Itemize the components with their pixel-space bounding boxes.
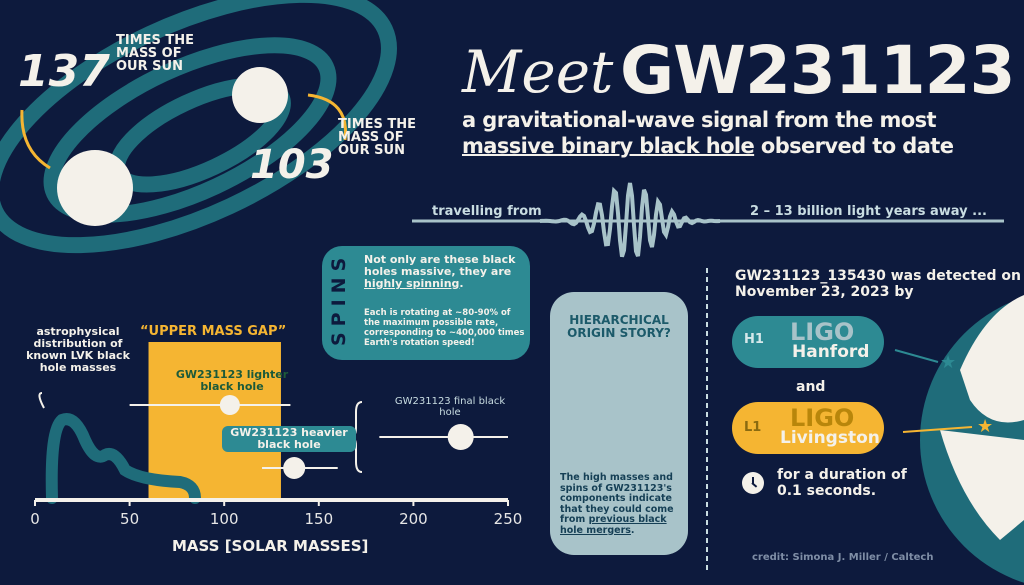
hanford-site: Hanford bbox=[792, 342, 870, 362]
final-label: GW231123 final black hole bbox=[394, 396, 506, 418]
duration-text: for a duration of 0.1 seconds. bbox=[777, 467, 907, 499]
livingston-ligo: LIGO bbox=[790, 404, 855, 432]
spins-detail: Each is rotating at ~80-90% of the maxim… bbox=[364, 308, 525, 348]
big-mass-text: TIMES THE MASS OF OUR SUN bbox=[116, 33, 195, 74]
heavier-black-hole-disc bbox=[57, 150, 133, 226]
travel-from: travelling from bbox=[432, 204, 542, 219]
spins-title: SPINS bbox=[328, 251, 350, 346]
mass-point bbox=[447, 424, 474, 450]
hanford-code: H1 bbox=[744, 332, 764, 347]
continent bbox=[940, 430, 1024, 540]
upper-mass-gap-band bbox=[148, 342, 281, 500]
hierarchical-title: HIERARCHICAL ORIGIN STORY? bbox=[567, 313, 671, 340]
x-tick-label: 0 bbox=[30, 510, 40, 528]
small-mass-text: TIMES THE MASS OF OUR SUN bbox=[338, 117, 417, 158]
title-event-name: GW231123 bbox=[620, 32, 1016, 109]
arrow-icon bbox=[38, 392, 45, 409]
arrow-icon bbox=[894, 349, 939, 363]
subtitle-rest: observed to date bbox=[760, 134, 954, 158]
hierarchical-card: HIERARCHICAL ORIGIN STORY? The high mass… bbox=[550, 292, 688, 555]
mass-point bbox=[283, 457, 306, 479]
waveform bbox=[539, 182, 721, 258]
travel-distance: 2 – 13 billion light years away ... bbox=[750, 204, 987, 219]
mass-point bbox=[219, 395, 240, 415]
distribution-label: astrophysical distribution of known LVK … bbox=[26, 325, 130, 374]
x-tick-label: 250 bbox=[493, 510, 523, 528]
and-text: and bbox=[796, 379, 826, 395]
subtitle-highlight: massive binary black hole bbox=[462, 134, 755, 158]
lighter-black-hole-disc bbox=[232, 67, 288, 123]
arrow-icon bbox=[307, 93, 348, 141]
spins-main-text: Not only are these black holes massive, … bbox=[364, 253, 516, 278]
x-tick-label: 150 bbox=[304, 510, 334, 528]
small-mass-number: 103 bbox=[250, 142, 334, 188]
livingston-site: Livingston bbox=[780, 428, 880, 448]
hanford-ligo: LIGO bbox=[790, 318, 855, 346]
hanford-star-icon: ★ bbox=[940, 352, 956, 373]
arrow-icon bbox=[20, 109, 51, 170]
heavier-label: GW231123 heavier black hole bbox=[222, 426, 356, 452]
livingston-badge: L1 LIGO Livingston bbox=[732, 402, 884, 454]
big-mass-number: 137 bbox=[18, 46, 110, 97]
hierarchical-period: . bbox=[630, 524, 635, 536]
livingston-code: L1 bbox=[744, 420, 762, 435]
arrow-icon bbox=[902, 426, 973, 433]
hierarchical-highlight: previous black hole mergers bbox=[560, 514, 667, 536]
x-tick-label: 50 bbox=[120, 510, 140, 528]
continent bbox=[960, 294, 1024, 423]
mass-gap-label: “UPPER MASS GAP” bbox=[140, 324, 287, 339]
clock-icon bbox=[742, 472, 764, 494]
x-axis-label: MASS [SOLAR MASSES] bbox=[172, 537, 369, 555]
subtitle-line1: a gravitational-wave signal from the mos… bbox=[462, 108, 937, 132]
credit: credit: Simona J. Miller / Caltech bbox=[752, 552, 934, 563]
title-meet: Meet bbox=[462, 38, 614, 106]
spins-highlight: highly spinning bbox=[364, 277, 460, 290]
x-tick-label: 200 bbox=[399, 510, 428, 528]
hierarchical-text: The high masses and spins of GW231123's … bbox=[560, 472, 674, 525]
hanford-badge: H1 LIGO Hanford bbox=[732, 316, 884, 368]
spins-card: SPINS Not only are these black holes mas… bbox=[322, 246, 530, 360]
spins-period: . bbox=[459, 277, 464, 290]
livingston-star-icon: ★ bbox=[977, 416, 993, 437]
x-tick-label: 100 bbox=[209, 510, 239, 528]
lighter-label: GW231123 lighter black hole bbox=[175, 368, 289, 393]
detection-text: GW231123_135430 was detected on November… bbox=[735, 268, 1021, 300]
lvk-distribution-curve bbox=[45, 413, 201, 504]
